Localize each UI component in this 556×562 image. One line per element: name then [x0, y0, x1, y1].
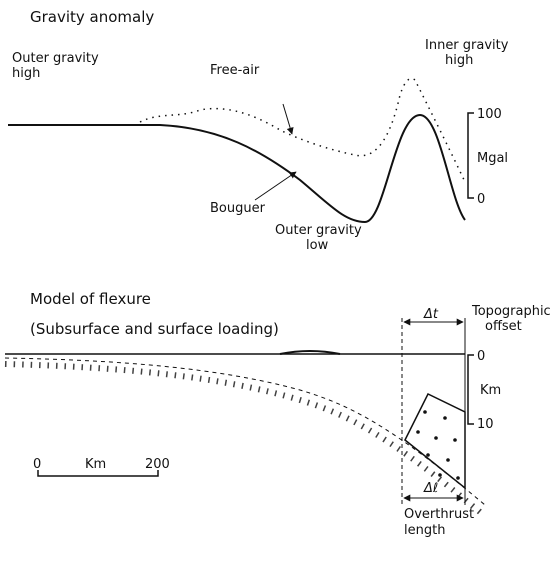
symbol: Δℓ [423, 481, 438, 496]
label: Outer gravity [12, 51, 99, 66]
panel-title: Model of flexure [30, 290, 151, 308]
scale-label: 0 [477, 349, 485, 364]
bouguer-curve [8, 113, 466, 224]
label: Overthrust [404, 507, 474, 522]
scale-label: Mgal [477, 151, 508, 166]
scale-label: Km [480, 383, 501, 398]
scale-bracket [467, 112, 474, 199]
arrow [254, 171, 297, 201]
label: Outer gravity [275, 223, 362, 238]
plate-hatching [4, 361, 482, 515]
panel-subtitle: (Subsurface and surface loading) [30, 320, 279, 338]
scale-label: 100 [477, 107, 502, 122]
label: offset [485, 319, 522, 334]
scale-label: 0 [477, 192, 485, 207]
panel-title: Gravity anomaly [30, 8, 154, 26]
label: Inner gravity [425, 38, 509, 53]
scale-label: 0 [33, 457, 41, 472]
label: low [306, 238, 329, 253]
distance-scale-bar [37, 470, 159, 477]
load-dots [416, 410, 460, 480]
label: high [445, 53, 473, 68]
label: Topographic [471, 304, 551, 319]
scale-label: 200 [145, 457, 170, 472]
label: high [12, 66, 40, 81]
scale-bracket [467, 354, 474, 425]
label: length [404, 523, 445, 538]
surface-bump [279, 350, 341, 355]
free-air-curve [139, 77, 466, 183]
arrow [282, 103, 294, 135]
scale-label: 10 [477, 417, 494, 432]
flexed-plate [4, 357, 486, 506]
load [404, 393, 466, 490]
symbol: Δt [423, 307, 439, 322]
label: Bouguer [210, 201, 266, 216]
scale-label: Km [85, 457, 106, 472]
label: Free-air [210, 63, 260, 78]
